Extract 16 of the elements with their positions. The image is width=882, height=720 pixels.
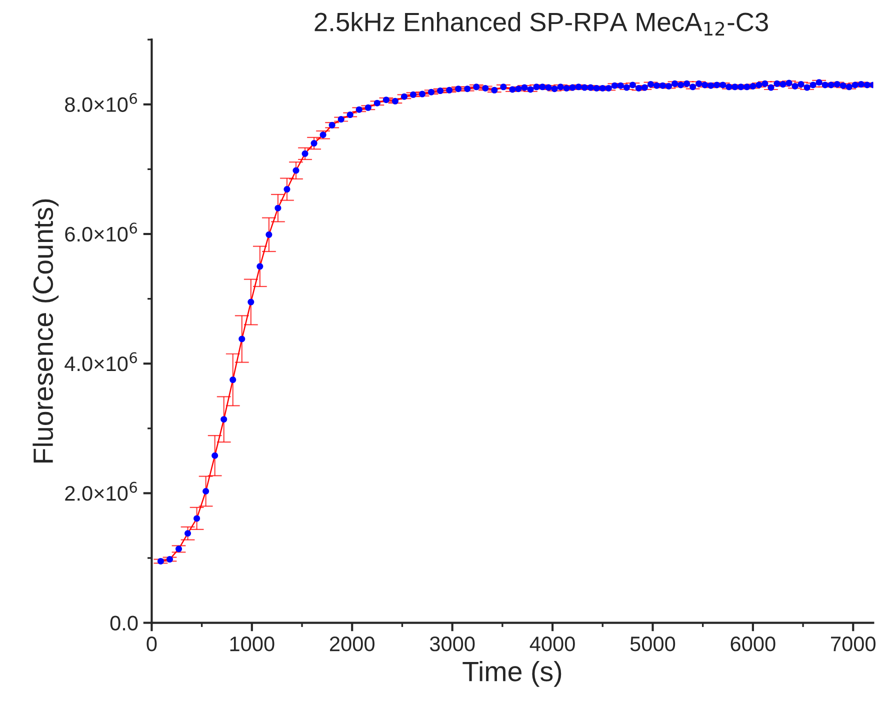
chart-title: 2.5kHz Enhanced SP-RPA MecA$_{12}$-C3	[314, 12, 768, 36]
x-tick-label: 7000	[831, 636, 876, 652]
y-tick-label: 4.0×10$^{6}$	[64, 352, 137, 372]
x-axis-title: Time (s)	[462, 660, 562, 687]
x-tick-label: 0	[146, 636, 157, 652]
y-tick-label: 8.0×10$^{6}$	[65, 92, 137, 112]
y-tick-label: 0.0	[110, 616, 138, 631]
y-tick-label: 6.0×10$^{6}$	[65, 222, 137, 242]
y-axis-title: Fluoresence (Counts)	[32, 199, 59, 462]
x-tick-label: 5000	[630, 636, 676, 652]
y-tick-label: 2.0×10$^{6}$	[65, 482, 137, 501]
x-tick-label: 3000	[430, 636, 475, 652]
x-tick-label: 4000	[530, 636, 575, 652]
x-tick-label: 6000	[730, 636, 776, 652]
x-tick-label: 1000	[230, 636, 274, 652]
x-tick-label: 2000	[330, 636, 374, 652]
